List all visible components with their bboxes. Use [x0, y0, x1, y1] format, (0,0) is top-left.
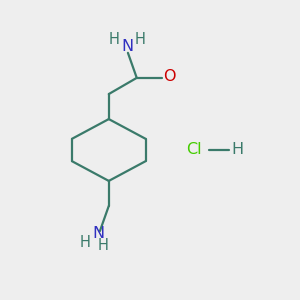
Text: N: N	[122, 39, 134, 54]
Text: H: H	[80, 235, 91, 250]
Text: H: H	[135, 32, 146, 47]
Text: N: N	[92, 226, 104, 241]
Text: H: H	[108, 32, 119, 47]
Text: H: H	[98, 238, 108, 253]
Text: Cl: Cl	[186, 142, 202, 158]
Text: H: H	[232, 142, 244, 158]
Text: O: O	[163, 69, 175, 84]
